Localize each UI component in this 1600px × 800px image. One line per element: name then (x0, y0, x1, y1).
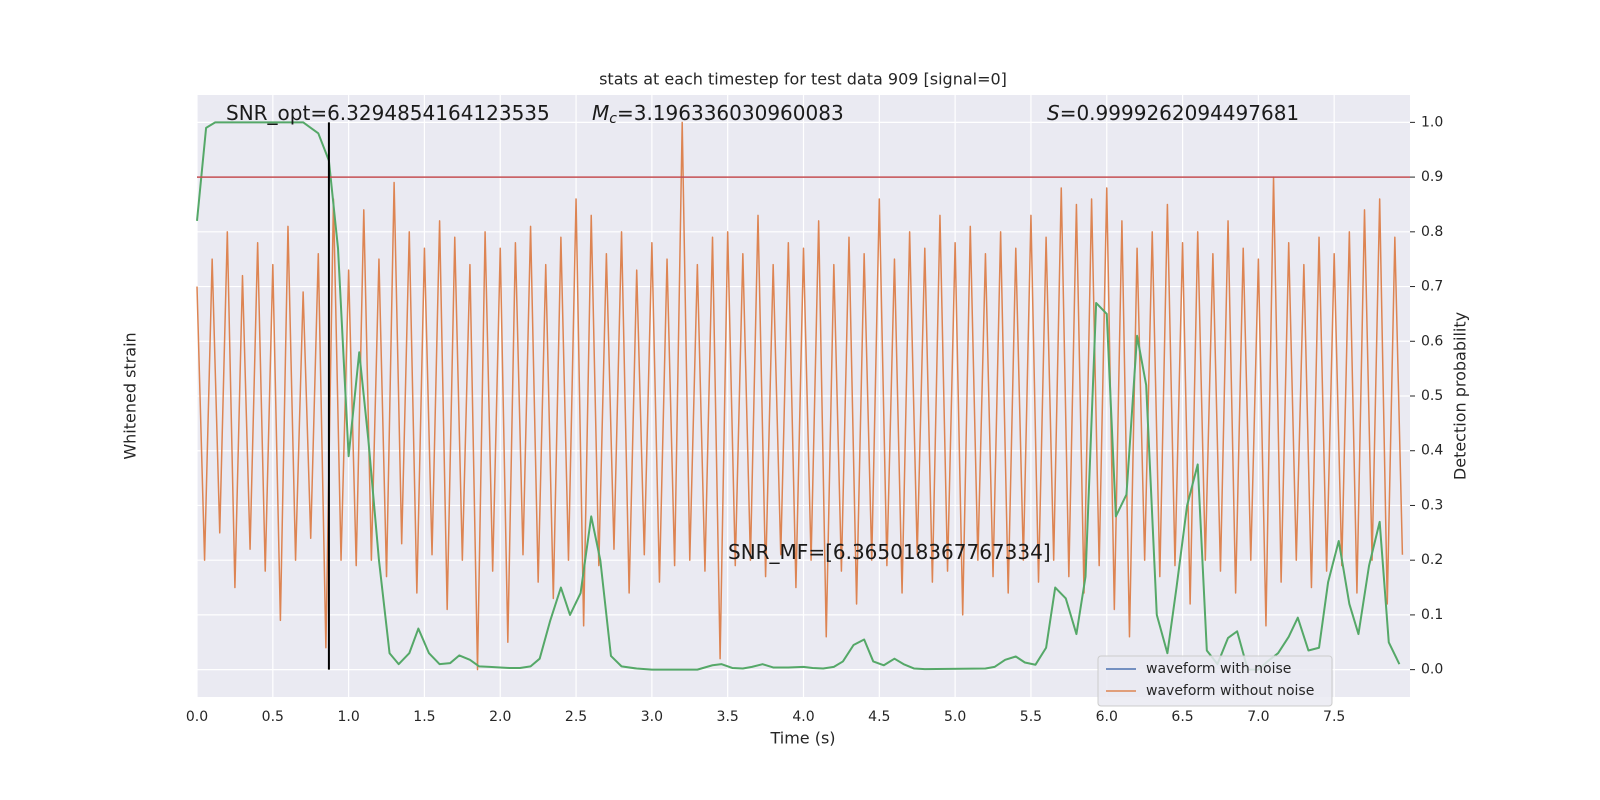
x-tick-label: 2.5 (565, 709, 587, 725)
y2-tick-label: 0.1 (1421, 607, 1443, 623)
labels: 0.0 0.5 1.0 1.5 2.0 2.5 3.0 3.5 4.0 4.5 5.0 5.5 6.0 6… (186, 101, 1443, 726)
x-tick-label: 5.5 (1020, 709, 1042, 725)
y2-tick-label: 0.6 (1421, 333, 1443, 349)
annotation: SNR_MF=[6.365018367767334] (728, 540, 1051, 564)
x-tick-label: 3.5 (717, 709, 739, 725)
y2-tick-label: 1.0 (1421, 114, 1443, 130)
legend-label: waveform without noise (1146, 683, 1314, 699)
series-line (196, 121, 1401, 671)
annotation: SNR_opt=6.3294854164123535 (226, 101, 550, 125)
x-tick-label: 1.0 (337, 709, 359, 725)
y2-tick-label: 0.8 (1421, 224, 1443, 240)
y2-axis-label: Detection probability (1451, 312, 1470, 480)
y2-tick-label: 0.2 (1421, 552, 1443, 568)
legend: waveform with noise waveform without nois… (1097, 655, 1333, 707)
annotation-part: S (1047, 101, 1060, 125)
series-line (196, 121, 1404, 671)
y2-tick-label: 0.7 (1421, 279, 1443, 295)
annotation-part: M (592, 101, 609, 125)
annotation: Mc=3.196336030960083 (592, 101, 844, 128)
x-tick-label: 3.0 (641, 709, 663, 725)
chart-title: stats at each timestep for test data 909… (599, 70, 1007, 89)
x-tick-label: 6.5 (1171, 709, 1193, 725)
x-tick-label: 4.0 (792, 709, 814, 725)
annotation-part: c (609, 111, 617, 127)
annotation-part: SNR_opt=6.3294854164123535 (226, 101, 550, 125)
y-axis-label: Whitened strain (121, 332, 140, 459)
marks (196, 121, 1410, 671)
y2-tick-label: 0.3 (1421, 497, 1443, 513)
legend-label: waveform with noise (1146, 661, 1291, 677)
x-tick-label: 0.5 (262, 709, 284, 725)
y2-tick-label: 0.0 (1421, 662, 1443, 678)
y2-tick-label: 0.5 (1421, 388, 1443, 404)
annotation-part: =3.196336030960083 (617, 101, 844, 125)
x-axis-label: Time (s) (769, 729, 835, 748)
x-tick-label: 6.0 (1096, 709, 1118, 725)
x-tick-label: 0.0 (186, 709, 208, 725)
annotation-part: SNR_MF=[6.365018367767334] (728, 540, 1051, 564)
x-tick-label: 1.5 (413, 709, 435, 725)
legend-box (1097, 655, 1333, 707)
x-tick-label: 7.0 (1247, 709, 1269, 725)
x-tick-label: 4.5 (868, 709, 890, 725)
x-tick-label: 5.0 (944, 709, 966, 725)
y2-tick-label: 0.4 (1421, 443, 1443, 459)
annotation: S=0.9999262094497681 (1047, 101, 1299, 125)
x-tick-label: 7.5 (1323, 709, 1345, 725)
x-tick-label: 2.0 (489, 709, 511, 725)
y2-tick-label: 0.9 (1421, 169, 1443, 185)
annotation-part: =0.9999262094497681 (1060, 101, 1299, 125)
